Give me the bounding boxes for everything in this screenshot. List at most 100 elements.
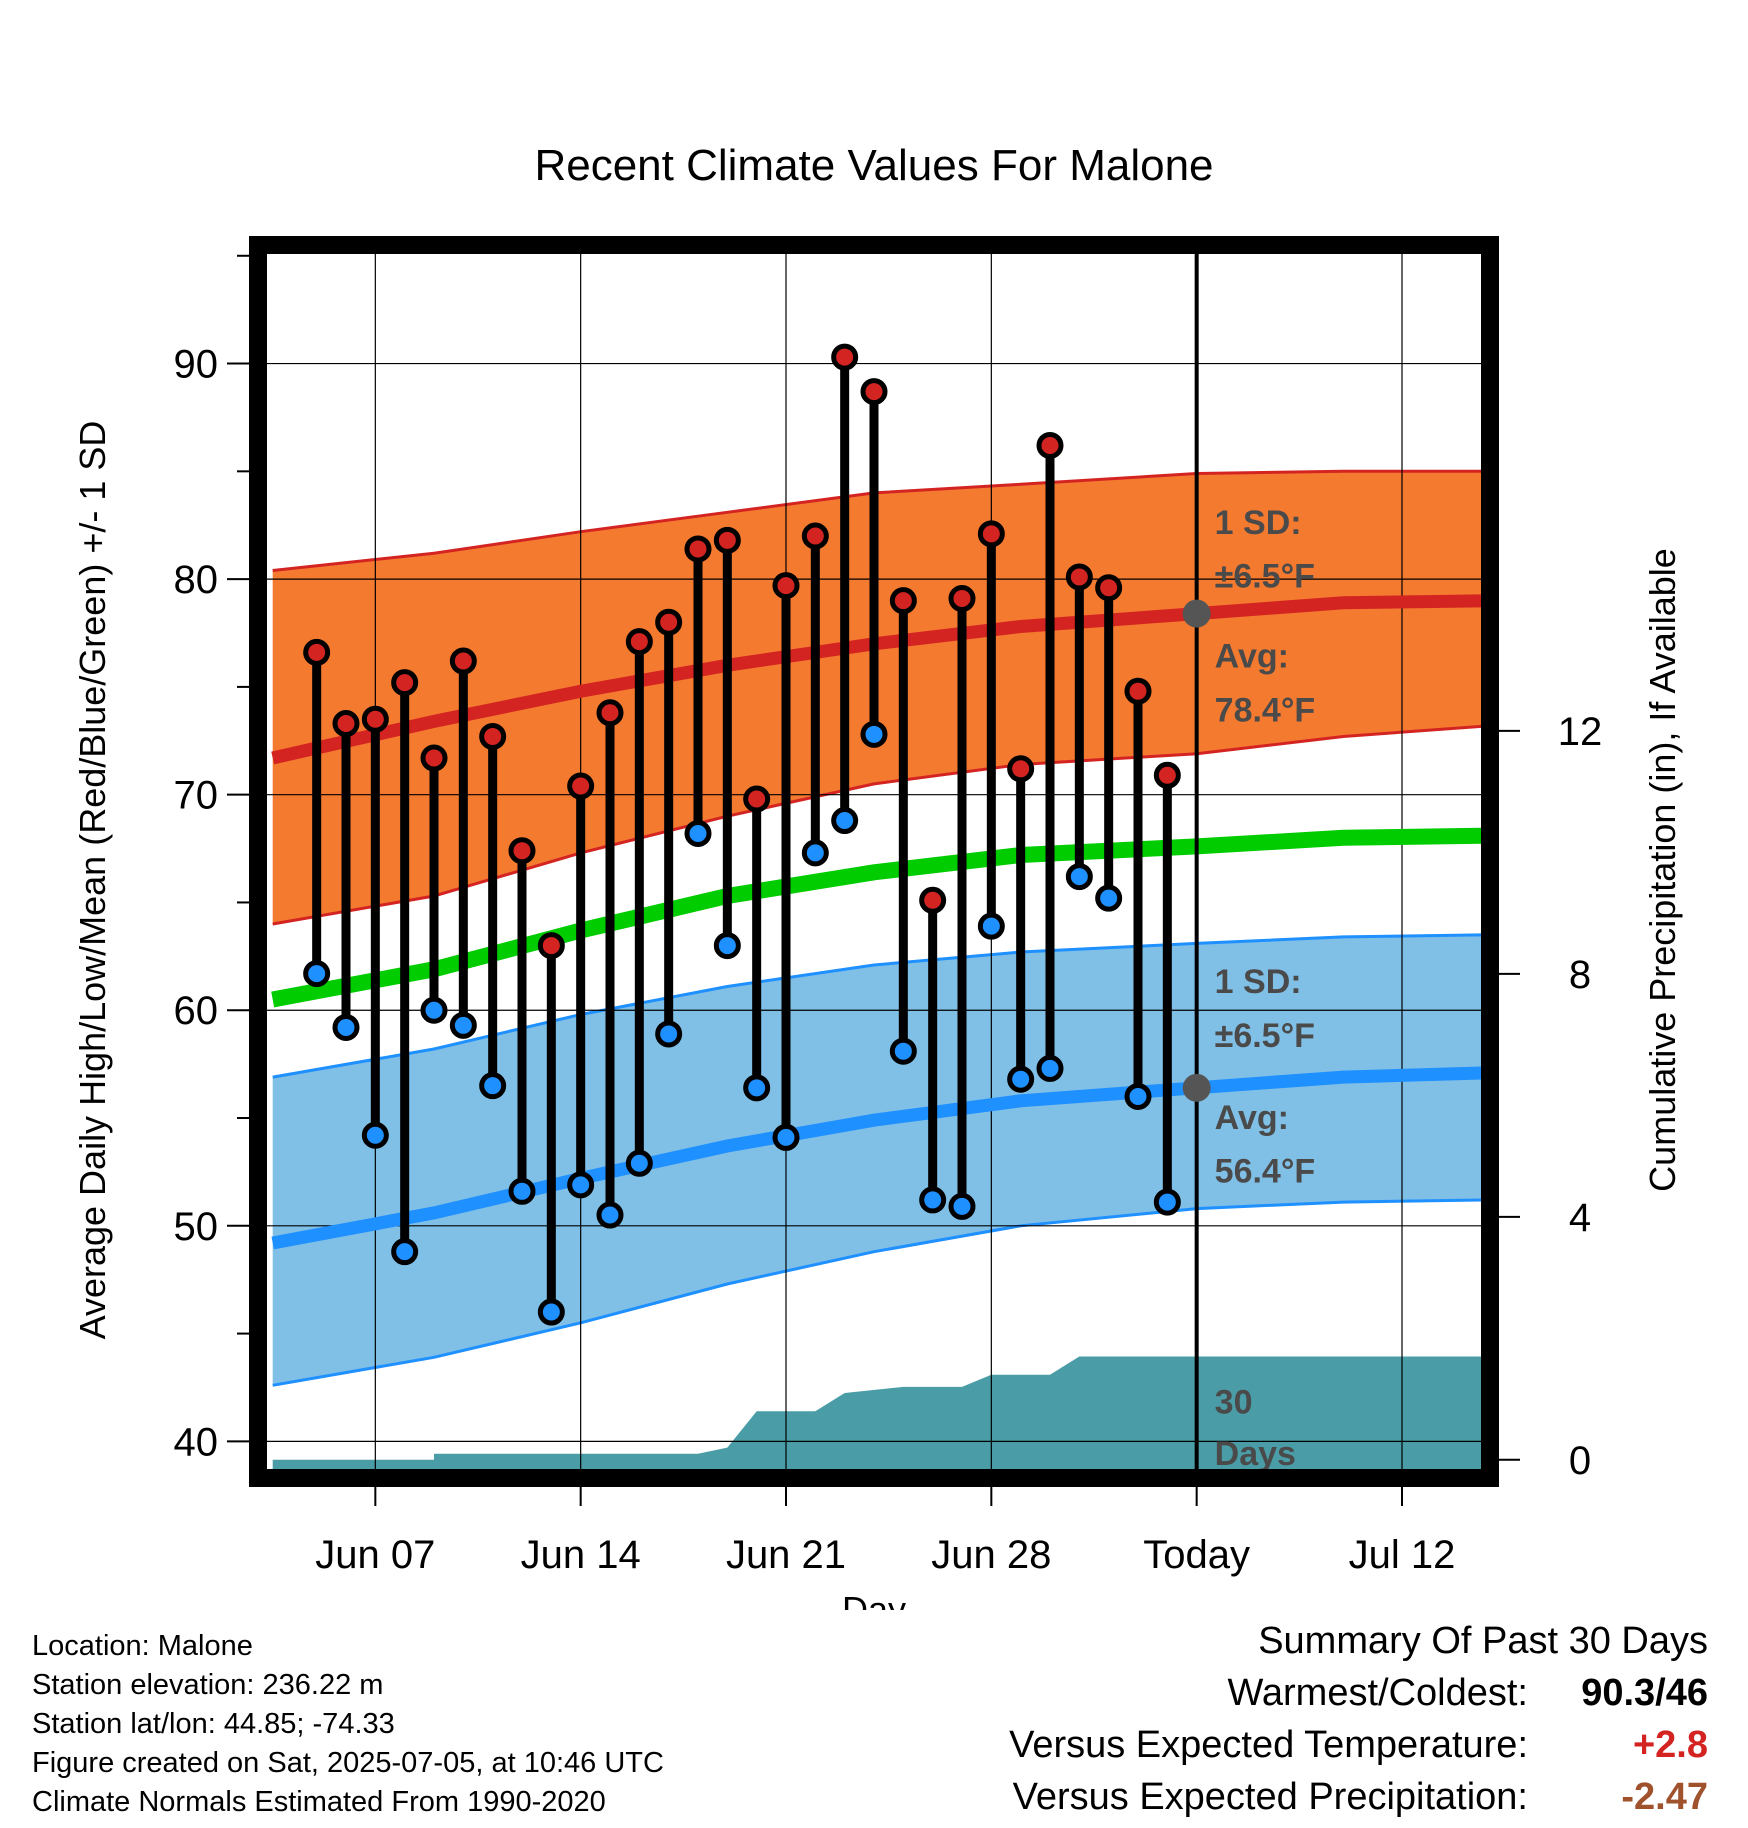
summary-heading: Summary Of Past 30 Days [1258, 1620, 1708, 1662]
y-axis-label: Average Daily High/Low/Mean (Red/Blue/Gr… [72, 421, 113, 1340]
daily-high-point [508, 837, 536, 865]
daily-high-point [1036, 431, 1064, 459]
daily-high-point [625, 628, 653, 656]
y2-tick-label: 4 [1569, 1196, 1591, 1240]
daily-low-point [567, 1171, 595, 1199]
x-tick-label: Jun 14 [521, 1533, 641, 1577]
daily-high-point [684, 535, 712, 563]
precip-value: -2.47 [1621, 1776, 1708, 1818]
daily-low-point [831, 807, 859, 835]
daily-high-point [889, 587, 917, 615]
daily-low-point [860, 720, 888, 748]
daily-high-point [772, 572, 800, 600]
info-created: Figure created on Sat, 2025-07-05, at 10… [32, 1747, 664, 1779]
daily-high-point [801, 522, 829, 550]
daily-low-point [889, 1037, 917, 1065]
y-tick-label: 90 [174, 343, 219, 387]
precip-days-label-1: 30 [1215, 1383, 1253, 1421]
plot-frame [249, 236, 1499, 1487]
daily-low-point [655, 1020, 683, 1048]
y-tick-label: 60 [174, 989, 219, 1033]
daily-low-point [1153, 1188, 1181, 1216]
daily-high-point [596, 699, 624, 727]
daily-high-point [1124, 677, 1152, 705]
daily-high-point [1007, 755, 1035, 783]
y2-axis-label: Cumulative Precipitation (in), If Availa… [1642, 548, 1683, 1192]
x-axis-label: Day [842, 1589, 906, 1610]
low-avg-value: 56.4°F [1215, 1153, 1316, 1191]
daily-low-point [508, 1177, 536, 1205]
daily-low-point [1036, 1054, 1064, 1082]
daily-high-point [1095, 574, 1123, 602]
y-tick-label: 70 [174, 774, 219, 818]
daily-high-point [1065, 563, 1093, 591]
today-high-avg-marker [1182, 599, 1211, 628]
y2-tick-label: 12 [1558, 710, 1603, 754]
y2-tick-label: 0 [1569, 1439, 1591, 1483]
warm-cold-value: 90.3/46 [1581, 1672, 1708, 1714]
climate-chart: Recent Climate Values For Malone 1 SD: ±6… [72, 141, 1683, 1610]
y2-axis-ticks: 0 4 8 12 [1499, 710, 1602, 1483]
daily-high-point [977, 520, 1005, 548]
daily-low-point [537, 1298, 565, 1326]
daily-low-point [332, 1013, 360, 1041]
precip-area [272, 1356, 1490, 1478]
daily-low-point [361, 1121, 389, 1149]
low-sd-value: ±6.5°F [1215, 1017, 1315, 1055]
daily-low-point [596, 1201, 624, 1229]
daily-low-point [684, 819, 712, 847]
plot-area: 1 SD: ±6.5°F Avg: 78.4°F 1 SD: ±6.5°F Avg: 56.4… [249, 236, 1499, 1487]
x-axis-ticks: Jun 07 Jun 14 Jun 21 Jun 28 Today Jul 12 [315, 1487, 1455, 1577]
low-sd-band-lower-edge [272, 1198, 1490, 1387]
daily-low-point [479, 1072, 507, 1100]
daily-low-point [1007, 1065, 1035, 1093]
daily-high-point [567, 772, 595, 800]
plot-content: 1 SD: ±6.5°F Avg: 78.4°F 1 SD: ±6.5°F Avg: 56.4… [258, 245, 1490, 1478]
daily-high-point [655, 608, 683, 636]
summary-temp: Versus Expected Temperature: +2.8 [1009, 1719, 1708, 1771]
info-normals: Climate Normals Estimated From 1990-2020 [32, 1786, 606, 1818]
daily-low-point [303, 960, 331, 988]
daily-low-point [801, 839, 829, 867]
daily-high-point [303, 638, 331, 666]
daily-high-point [449, 647, 477, 675]
low-sd-label: 1 SD: [1215, 963, 1302, 1001]
x-tick-label: Jun 28 [931, 1533, 1051, 1577]
precip-days-label-2: Days [1215, 1435, 1296, 1473]
precip-label: Versus Expected Precipitation: [1012, 1776, 1528, 1818]
y-tick-label: 50 [174, 1205, 219, 1249]
mean-avg-line [271, 827, 1490, 1008]
summary-precip: Versus Expected Precipitation: -2.47 [1009, 1771, 1708, 1823]
daily-high-point [391, 669, 419, 697]
low-avg-line [271, 1066, 1490, 1250]
daily-high-point [948, 585, 976, 613]
daily-high-point [860, 378, 888, 406]
daily-low-point [713, 932, 741, 960]
daily-high-point [713, 526, 741, 554]
warm-cold-label: Warmest/Coldest: [1227, 1672, 1528, 1714]
y-tick-label: 40 [174, 1420, 219, 1464]
x-tick-label: Today [1143, 1533, 1250, 1577]
daily-high-point [537, 932, 565, 960]
high-avg-label: Avg: [1215, 637, 1289, 675]
info-latlon: Station lat/lon: 44.85; -74.33 [32, 1708, 395, 1740]
y-tick-label: 80 [174, 558, 219, 602]
x-tick-label: Jul 12 [1349, 1533, 1456, 1577]
daily-low-point [1095, 884, 1123, 912]
daily-low-point [1065, 863, 1093, 891]
y-axis-ticks: 40 50 60 70 80 90 [174, 254, 249, 1464]
daily-high-point [420, 744, 448, 772]
high-sd-label: 1 SD: [1215, 504, 1302, 542]
daily-high-point [361, 705, 389, 733]
summary-warm-cold: Warmest/Coldest: 90.3/46 [1009, 1667, 1708, 1719]
info-elevation: Station elevation: 236.22 m [32, 1669, 384, 1701]
daily-low-point [977, 912, 1005, 940]
summary-panel: Summary Of Past 30 Days Warmest/Coldest:… [1009, 1615, 1708, 1823]
high-sd-band-lower-edge [272, 724, 1490, 926]
high-avg-value: 78.4°F [1215, 691, 1316, 729]
daily-low-point [919, 1186, 947, 1214]
daily-high-point [1153, 761, 1181, 789]
daily-high-point [743, 785, 771, 813]
daily-low-point [743, 1074, 771, 1102]
low-sd-band-upper-edge [272, 933, 1490, 1079]
